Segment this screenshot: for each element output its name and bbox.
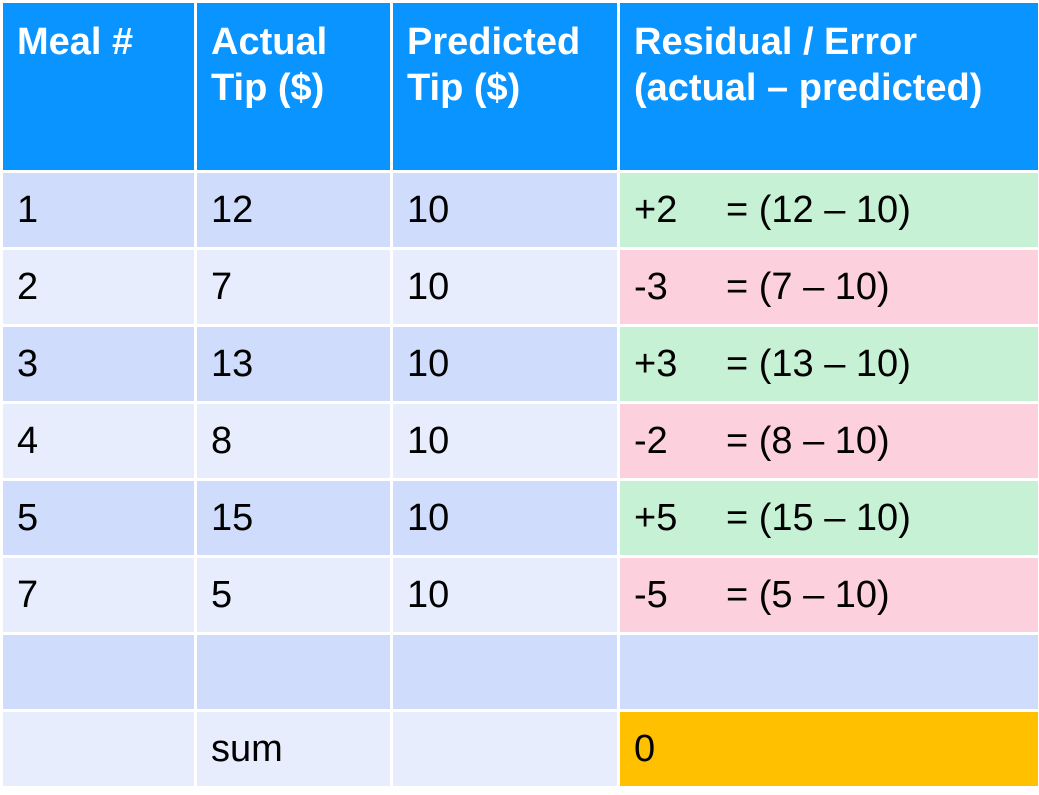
residual-formula: = (7 – 10) [726, 265, 890, 308]
table-row: 7 5 10 -5 = (5 – 10) [3, 558, 1038, 632]
meal-cell: 3 [3, 327, 194, 401]
table-row: 3 13 10 +3 = (13 – 10) [3, 327, 1038, 401]
header-actual-line1: Actual [211, 21, 328, 63]
actual-tip-cell: 5 [197, 558, 390, 632]
header-actual-line2: Tip ($) [211, 67, 325, 109]
sum-row: sum 0 [3, 712, 1038, 786]
empty-cell [3, 635, 194, 709]
residual-value: +5 [634, 496, 678, 539]
residual-formula: = (13 – 10) [726, 342, 911, 385]
residual-cell: +2 = (12 – 10) [620, 173, 1038, 247]
residual-value: +3 [634, 342, 678, 385]
meal-cell: 5 [3, 481, 194, 555]
table-row: 4 8 10 -2 = (8 – 10) [3, 404, 1038, 478]
residual-formula: = (5 – 10) [726, 573, 890, 616]
sum-total: 0 [620, 712, 1038, 786]
empty-cell [393, 635, 617, 709]
header-meal: Meal # [3, 3, 194, 170]
empty-cell [393, 712, 617, 786]
residual-cell: -5 = (5 – 10) [620, 558, 1038, 632]
residual-cell: +5 = (15 – 10) [620, 481, 1038, 555]
meal-cell: 1 [3, 173, 194, 247]
predicted-tip-cell: 10 [393, 404, 617, 478]
header-residual-line1: Residual / Error [634, 21, 917, 63]
header-predicted-tip: Predicted Tip ($) [393, 3, 617, 170]
residual-formula: = (15 – 10) [726, 496, 911, 539]
header-residual-line2: (actual – predicted) [634, 67, 983, 109]
table-row: 5 15 10 +5 = (15 – 10) [3, 481, 1038, 555]
actual-tip-cell: 8 [197, 404, 390, 478]
empty-cell [620, 635, 1038, 709]
actual-tip-cell: 12 [197, 173, 390, 247]
residual-value: -3 [634, 265, 668, 308]
meal-cell: 7 [3, 558, 194, 632]
predicted-tip-cell: 10 [393, 558, 617, 632]
residual-value: -2 [634, 419, 668, 462]
predicted-tip-cell: 10 [393, 327, 617, 401]
predicted-tip-cell: 10 [393, 173, 617, 247]
header-residual: Residual / Error (actual – predicted) [620, 3, 1038, 170]
header-predicted-line1: Predicted [407, 21, 581, 63]
residual-value: +2 [634, 188, 678, 231]
empty-cell [3, 712, 194, 786]
residual-formula: = (8 – 10) [726, 419, 890, 462]
actual-tip-cell: 13 [197, 327, 390, 401]
empty-row [3, 635, 1038, 709]
residual-value: -5 [634, 573, 668, 616]
predicted-tip-cell: 10 [393, 481, 617, 555]
header-meal-label: Meal # [17, 21, 134, 63]
table-row: 1 12 10 +2 = (12 – 10) [3, 173, 1038, 247]
residual-formula: = (12 – 10) [726, 188, 911, 231]
meal-cell: 2 [3, 250, 194, 324]
header-row: Meal # Actual Tip ($) Predicted Tip ($) … [3, 3, 1038, 170]
residual-cell: -2 = (8 – 10) [620, 404, 1038, 478]
table-row: 2 7 10 -3 = (7 – 10) [3, 250, 1038, 324]
meal-cell: 4 [3, 404, 194, 478]
residual-cell: -3 = (7 – 10) [620, 250, 1038, 324]
predicted-tip-cell: 10 [393, 250, 617, 324]
empty-cell [197, 635, 390, 709]
actual-tip-cell: 15 [197, 481, 390, 555]
actual-tip-cell: 7 [197, 250, 390, 324]
residual-cell: +3 = (13 – 10) [620, 327, 1038, 401]
header-actual-tip: Actual Tip ($) [197, 3, 390, 170]
sum-label: sum [197, 712, 390, 786]
header-predicted-line2: Tip ($) [407, 67, 521, 109]
